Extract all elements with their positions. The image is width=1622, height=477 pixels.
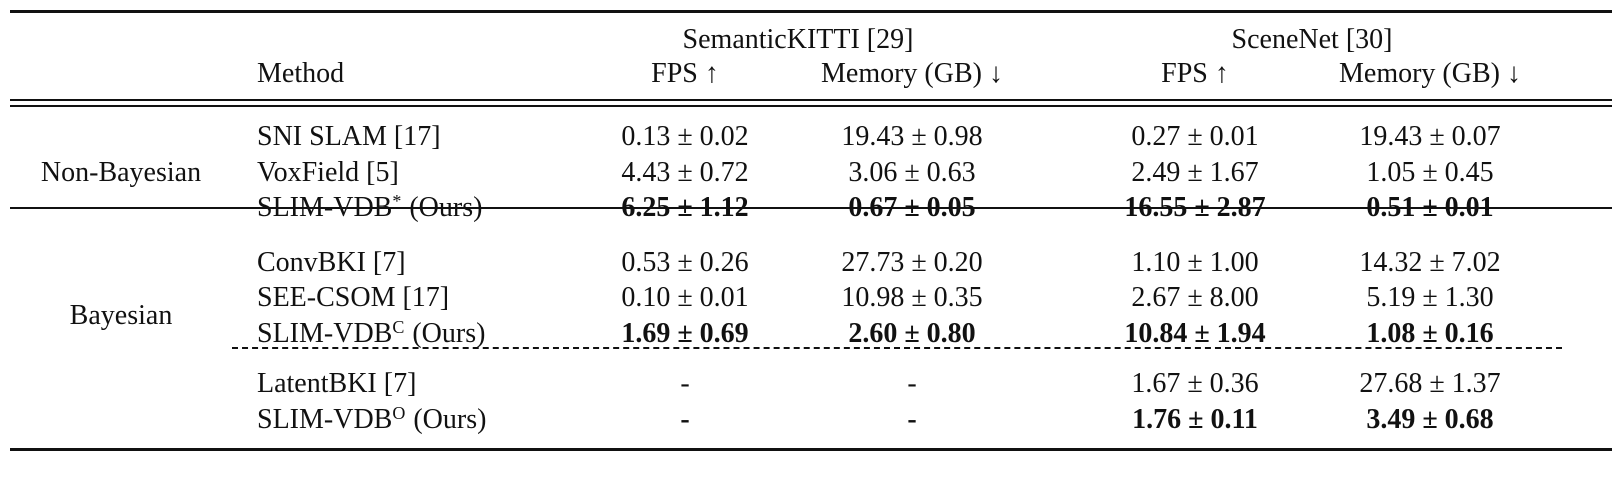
method-text: SLIM-VDB <box>257 317 393 349</box>
value-cell: 3.49 ± 0.68 <box>1366 403 1494 435</box>
value-cell: 4.43 ± 0.72 <box>621 156 749 188</box>
header-rule <box>10 99 1612 101</box>
column-header: Method <box>257 58 345 89</box>
method-name: VoxField [5] <box>257 156 399 188</box>
method-name: SEE-CSOM [17] <box>257 284 449 312</box>
method-text: SLIM-VDB <box>257 403 393 435</box>
method-text: ConvBKI [7] <box>257 246 406 278</box>
value-cell: 3.06 ± 0.63 <box>848 156 976 188</box>
group-header: SemanticKITTI [29] <box>682 24 914 55</box>
method-name: ConvBKI [7] <box>257 246 406 278</box>
value-cell: 10.84 ± 1.94 <box>1124 317 1266 349</box>
method-superscript: O <box>392 402 406 423</box>
value-cell: - <box>680 368 690 399</box>
method-text: SNI SLAM [17] <box>257 121 441 152</box>
value-cell: 2.60 ± 0.80 <box>848 317 976 349</box>
method-name: SLIM-VDBC (Ours) <box>257 316 486 349</box>
value-cell: 0.53 ± 0.26 <box>621 246 749 278</box>
column-header: FPS ↑ <box>651 58 719 89</box>
value-cell: - <box>907 403 917 435</box>
value-cell: 0.10 ± 0.01 <box>621 282 749 313</box>
bottom-rule <box>10 448 1612 451</box>
top-rule <box>10 10 1612 13</box>
header-rule <box>10 105 1612 107</box>
value-cell: - <box>680 403 690 435</box>
group-label: Non-Bayesian <box>40 156 202 188</box>
value-cell: 1.69 ± 0.69 <box>621 317 749 349</box>
method-text: SEE-CSOM [17] <box>257 282 450 313</box>
value-cell: 27.73 ± 0.20 <box>841 246 983 278</box>
value-cell: 1.08 ± 0.16 <box>1366 317 1494 349</box>
value-cell: 1.10 ± 1.00 <box>1131 246 1259 278</box>
value-cell: 14.32 ± 7.02 <box>1359 246 1501 278</box>
method-superscript: C <box>392 316 405 337</box>
value-cell: 0.27 ± 0.01 <box>1131 121 1259 152</box>
column-header: Memory (GB) ↓ <box>821 58 1003 89</box>
method-note: (Ours) <box>413 403 487 435</box>
value-cell: - <box>907 368 917 399</box>
method-note: (Ours) <box>412 317 486 349</box>
value-cell: 19.43 ± 0.07 <box>1359 121 1501 152</box>
dashed-rule <box>232 347 1562 349</box>
value-cell: 5.19 ± 1.30 <box>1366 282 1494 313</box>
method-name: SLIM-VDBO (Ours) <box>257 402 487 435</box>
method-superscript: * <box>392 191 402 211</box>
value-cell: 1.67 ± 0.36 <box>1131 368 1259 399</box>
column-header: Memory (GB) ↓ <box>1339 58 1521 89</box>
method-text: VoxField [5] <box>257 156 399 188</box>
group-rule <box>10 206 1612 209</box>
column-header: FPS ↑ <box>1161 58 1229 89</box>
method-text: LatentBKI [7] <box>257 368 417 399</box>
value-cell: 1.05 ± 0.45 <box>1366 156 1494 188</box>
value-cell: 2.67 ± 8.00 <box>1131 282 1259 313</box>
value-cell: 2.49 ± 1.67 <box>1131 156 1259 188</box>
group-label: Bayesian <box>69 300 173 331</box>
value-cell: 0.13 ± 0.02 <box>621 121 749 152</box>
group-header: SceneNet [30] <box>1231 24 1393 55</box>
value-cell: 10.98 ± 0.35 <box>841 282 983 313</box>
value-cell: 27.68 ± 1.37 <box>1359 368 1501 399</box>
value-cell: 19.43 ± 0.98 <box>841 121 983 152</box>
method-name: LatentBKI [7] <box>257 370 416 398</box>
value-cell: 1.76 ± 0.11 <box>1132 403 1258 435</box>
method-name: SNI SLAM [17] <box>257 123 441 151</box>
